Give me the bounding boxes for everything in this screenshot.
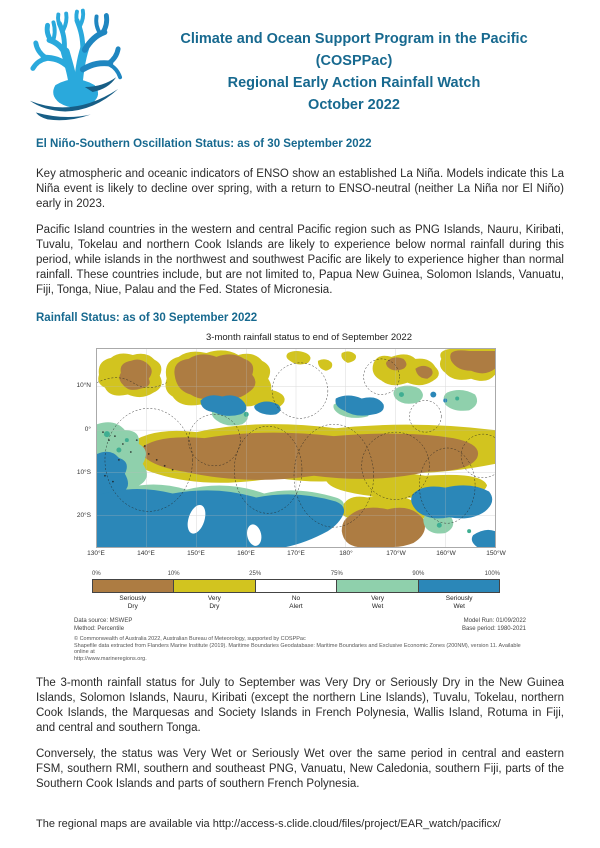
threshold-label: 90% <box>412 571 425 577</box>
map-legend: 0% 10% 25% 75% 90% 100% Seriously Dry <box>92 571 500 610</box>
lat-tick: 10°S <box>76 469 91 476</box>
lon-tick: 140°E <box>137 550 155 557</box>
lon-tick: 130°E <box>87 550 105 557</box>
report-title: Climate and Ocean Support Program in the… <box>120 28 588 116</box>
swatch-seriously-wet <box>418 580 500 592</box>
rainfall-status-heading: Rainfall Status: as of 30 September 2022 <box>36 312 258 324</box>
legend-thresholds: 0% 10% 25% 75% 90% 100% <box>92 571 500 579</box>
eez-boundaries <box>97 358 495 528</box>
legend-colorbar <box>92 579 500 593</box>
enso-paragraph-2: Pacific Island countries in the western … <box>36 224 564 296</box>
coral-base <box>53 79 99 108</box>
latitude-axis: 10°N 0° 10°S 20°S <box>74 348 94 548</box>
figure-title: 3-month rainfall status to end of Septem… <box>206 332 412 343</box>
legend-label-seriously-dry: Seriously Dry <box>119 595 147 610</box>
enso-paragraph-1: Key atmospheric and oceanic indicators o… <box>36 168 564 210</box>
lat-tick: 20°S <box>76 512 91 519</box>
rainfall-map-figure: 3-month rainfall status to end of Septem… <box>74 332 526 662</box>
legend-label-very-dry: Very Dry <box>207 595 221 610</box>
swatch-very-dry <box>174 580 256 592</box>
rainfall-paragraph-2: Conversely, the status was Very Wet or S… <box>36 748 564 790</box>
lon-tick: 170°W <box>386 550 406 557</box>
regional-maps-link-line: The regional maps are available via http… <box>36 818 501 830</box>
figure-attribution: © Commonwealth of Australia 2022, Austra… <box>74 636 526 662</box>
lon-tick: 150°W <box>486 550 506 557</box>
title-line-4: October 2022 <box>308 97 400 113</box>
legend-label-no-alert: No Alert <box>289 595 303 610</box>
lon-tick: 150°E <box>187 550 205 557</box>
swatch-no-alert <box>255 580 338 592</box>
swatch-seriously-dry <box>93 580 175 592</box>
cosppac-coral-logo <box>29 8 123 121</box>
rainfall-paragraph-1: The 3-month rainfall status for July to … <box>36 677 564 734</box>
threshold-label: 25% <box>249 571 262 577</box>
figure-meta-left: Data source: MSWEP Method: Percentile <box>74 618 132 633</box>
lon-tick: 160°W <box>436 550 456 557</box>
attribution-shapefile: Shapefile data extracted from Flanders M… <box>74 642 521 656</box>
attribution-copyright: © Commonwealth of Australia 2022, Austra… <box>74 636 306 642</box>
title-line-1: Climate and Ocean Support Program in the… <box>180 31 528 47</box>
report-header: Climate and Ocean Support Program in the… <box>0 0 600 128</box>
attribution-url: http://www.marineregions.org. <box>74 655 147 662</box>
longitude-axis: 130°E 140°E 150°E 160°E 170°E 180° 170°W… <box>87 550 506 561</box>
map-gridlines <box>97 349 495 547</box>
lon-tick: 180° <box>339 550 353 557</box>
data-source: Data source: MSWEP <box>74 618 133 624</box>
legend-category-labels: Seriously Dry Very Dry No Alert Very Wet Ser… <box>92 595 500 610</box>
threshold-label: 75% <box>330 571 343 577</box>
lat-tick: 10°N <box>76 382 91 389</box>
lon-tick: 170°E <box>287 550 305 557</box>
threshold-label: 10% <box>167 571 180 577</box>
legend-label-very-wet: Very Wet <box>371 595 385 610</box>
wave-strokes <box>29 77 119 121</box>
lon-tick: 160°E <box>237 550 255 557</box>
legend-label-seriously-wet: Seriously Wet <box>445 595 473 610</box>
threshold-label: 0% <box>92 571 101 577</box>
enso-status-heading: El Niño-Southern Oscillation Status: as … <box>36 138 372 150</box>
rainfall-status-map <box>96 348 496 548</box>
swatch-very-wet <box>337 580 419 592</box>
figure-fineprint: Data source: MSWEP Method: Percentile Mo… <box>74 618 526 662</box>
title-line-3: Regional Early Action Rainfall Watch <box>227 75 481 91</box>
threshold-label: 100% <box>484 571 500 577</box>
base-period: Base period: 1980-2021 <box>461 625 526 632</box>
figure-meta-right: Model Run: 01/09/2022 Base period: 1980-… <box>462 618 526 633</box>
lat-tick: 0° <box>84 426 91 433</box>
title-line-2: (COSPPac) <box>315 53 393 69</box>
method: Method: Percentile <box>74 625 125 632</box>
model-run: Model Run: 01/09/2022 <box>463 618 526 624</box>
